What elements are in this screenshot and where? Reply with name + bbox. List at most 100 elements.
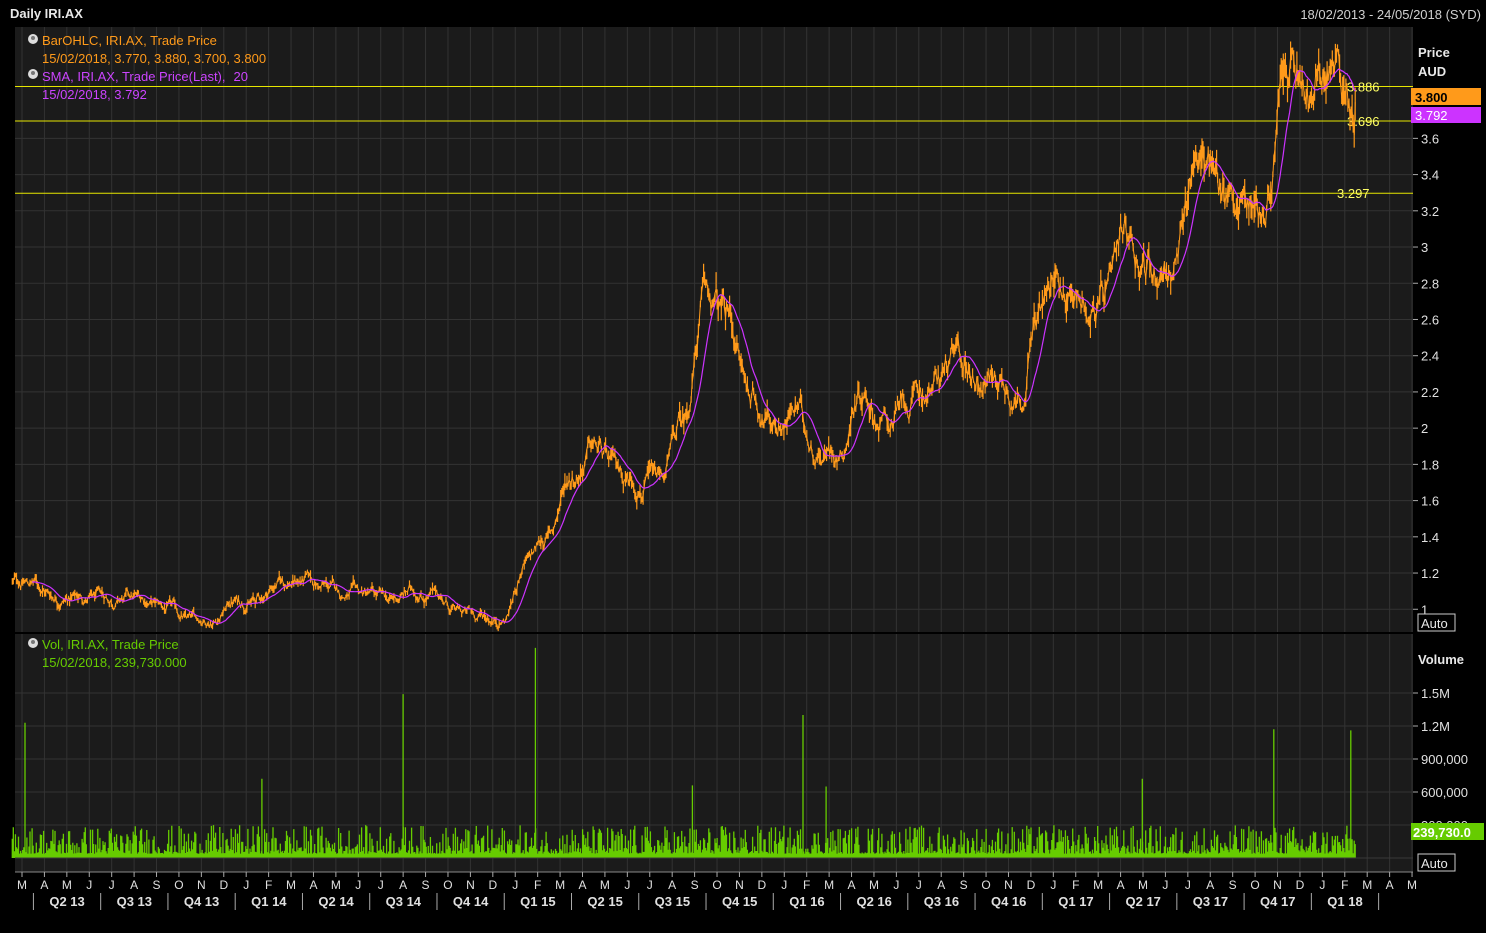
month-tick-label: J bbox=[355, 878, 361, 892]
month-tick-label: J bbox=[1319, 878, 1325, 892]
month-tick-label: S bbox=[153, 878, 161, 892]
legend-price-icon-dot bbox=[31, 36, 35, 40]
month-tick-label: J bbox=[378, 878, 384, 892]
quarter-label: Q3 17 bbox=[1193, 894, 1228, 909]
quarter-label: Q2 15 bbox=[587, 894, 622, 909]
price-tick-label: 3.4 bbox=[1421, 168, 1439, 183]
quarter-label: Q4 15 bbox=[722, 894, 757, 909]
volume-tick-label: 1.2M bbox=[1421, 719, 1450, 734]
legend-sma-values: 15/02/2018, 3.792 bbox=[42, 87, 147, 102]
volume-legend: Vol, IRI.AX, Trade Price 15/02/2018, 239… bbox=[28, 637, 187, 670]
legend-sma-icon-dot bbox=[31, 71, 35, 75]
quarter-label: Q1 18 bbox=[1327, 894, 1362, 909]
volume-auto-button[interactable]: Auto bbox=[1421, 856, 1448, 871]
month-tick-label: A bbox=[130, 878, 138, 892]
price-tick-label: 1.4 bbox=[1421, 530, 1439, 545]
volume-badge: 239,730.0 bbox=[1413, 825, 1471, 840]
month-tick-label: M bbox=[555, 878, 565, 892]
sma-line bbox=[32, 68, 1356, 624]
quarter-label: Q3 15 bbox=[655, 894, 690, 909]
legend-sma-title: SMA, IRI.AX, Trade Price(Last), 20 bbox=[42, 69, 248, 84]
month-tick-label: F bbox=[265, 878, 272, 892]
price-tick-label: 3 bbox=[1421, 240, 1428, 255]
volume-bars-series[interactable] bbox=[11, 647, 1413, 859]
volume-axis-label: Volume bbox=[1418, 652, 1464, 667]
last-price-badge: 3.800 bbox=[1415, 90, 1448, 105]
month-tick-label: J bbox=[916, 878, 922, 892]
month-tick-label: A bbox=[668, 878, 676, 892]
month-tick-label: N bbox=[1273, 878, 1282, 892]
legend-price-title: BarOHLC, IRI.AX, Trade Price bbox=[42, 33, 217, 48]
month-tick-label: M bbox=[286, 878, 296, 892]
price-pane[interactable] bbox=[15, 27, 1413, 632]
month-tick-label: A bbox=[848, 878, 856, 892]
month-tick-label: M bbox=[824, 878, 834, 892]
month-tick-label: S bbox=[422, 878, 430, 892]
month-tick-label: A bbox=[937, 878, 945, 892]
month-tick-label: J bbox=[86, 878, 92, 892]
volume-tick-label: 1.5M bbox=[1421, 686, 1450, 701]
quarter-label: Q1 14 bbox=[251, 894, 287, 909]
month-tick-label: M bbox=[62, 878, 72, 892]
month-tick-label: D bbox=[1296, 878, 1305, 892]
quarter-label: Q4 14 bbox=[453, 894, 489, 909]
month-tick-label: M bbox=[1407, 878, 1417, 892]
sma-badge: 3.792 bbox=[1415, 108, 1448, 123]
volume-pane[interactable] bbox=[15, 634, 1413, 872]
legend-price-values: 15/02/2018, 3.770, 3.880, 3.700, 3.800 bbox=[42, 51, 266, 66]
month-tick-label: J bbox=[647, 878, 653, 892]
quarter-label: Q3 14 bbox=[386, 894, 422, 909]
month-tick-label: J bbox=[512, 878, 518, 892]
month-tick-label: S bbox=[1229, 878, 1237, 892]
month-tick-label: O bbox=[981, 878, 990, 892]
price-tick-label: 2 bbox=[1421, 421, 1428, 436]
month-tick-label: O bbox=[1250, 878, 1259, 892]
price-axis-label: Price bbox=[1418, 45, 1450, 60]
price-tick-label: 1 bbox=[1421, 602, 1428, 617]
price-tick-label: 1.2 bbox=[1421, 566, 1439, 581]
price-tick-label: 3.6 bbox=[1421, 131, 1439, 146]
month-tick-label: M bbox=[1138, 878, 1148, 892]
sma-badge-bg bbox=[1411, 107, 1481, 123]
price-tick-label: 3.2 bbox=[1421, 204, 1439, 219]
volume-auto-box[interactable] bbox=[1417, 853, 1456, 872]
month-tick-label: N bbox=[197, 878, 206, 892]
month-tick-label: A bbox=[309, 878, 317, 892]
last-price-badge-bg bbox=[1411, 88, 1481, 105]
month-tick-label: J bbox=[893, 878, 899, 892]
volume-badge-bg bbox=[1411, 823, 1484, 840]
quarter-label: Q4 17 bbox=[1260, 894, 1295, 909]
month-tick-label: M bbox=[600, 878, 610, 892]
month-tick-label: D bbox=[488, 878, 497, 892]
price-tick-label: 2.4 bbox=[1421, 349, 1439, 364]
quarter-label: Q2 17 bbox=[1125, 894, 1160, 909]
month-tick-label: N bbox=[735, 878, 744, 892]
month-tick-label: S bbox=[691, 878, 699, 892]
quarter-label: Q3 13 bbox=[117, 894, 152, 909]
price-auto-box[interactable] bbox=[1417, 613, 1456, 632]
price-auto-button[interactable]: Auto bbox=[1421, 616, 1448, 631]
month-tick-label: F bbox=[534, 878, 541, 892]
sma-series[interactable] bbox=[32, 68, 1356, 624]
hline-label: 3.297 bbox=[1337, 186, 1370, 201]
price-tick-label: 2.2 bbox=[1421, 385, 1439, 400]
month-tick-label: F bbox=[1072, 878, 1079, 892]
month-tick-label: J bbox=[1162, 878, 1168, 892]
month-tick-label: A bbox=[40, 878, 48, 892]
month-tick-label: F bbox=[803, 878, 810, 892]
chart-title: Daily IRI.AX bbox=[10, 6, 83, 21]
price-tick-label: 2.8 bbox=[1421, 276, 1439, 291]
volume-bars bbox=[11, 647, 1356, 858]
month-tick-label: J bbox=[1050, 878, 1056, 892]
month-tick-label: J bbox=[781, 878, 787, 892]
month-tick-label: O bbox=[174, 878, 183, 892]
legend-sma-period: 20 bbox=[234, 69, 248, 84]
month-tick-label: J bbox=[243, 878, 249, 892]
quarter-label: Q3 16 bbox=[924, 894, 959, 909]
month-tick-label: A bbox=[1117, 878, 1125, 892]
month-tick-label: M bbox=[1362, 878, 1372, 892]
month-tick-label: M bbox=[331, 878, 341, 892]
month-tick-label: O bbox=[443, 878, 452, 892]
